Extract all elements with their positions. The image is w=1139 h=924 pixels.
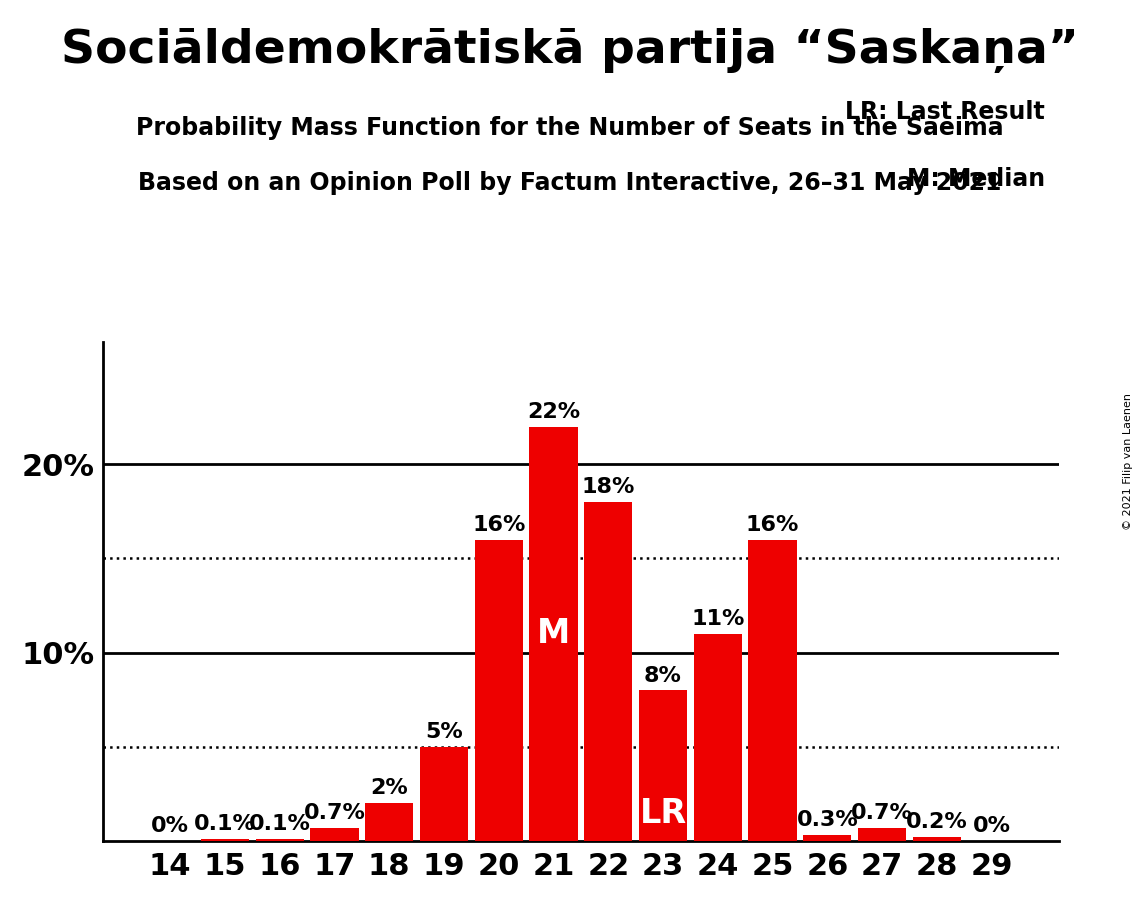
Text: 0%: 0% xyxy=(973,816,1010,836)
Text: 11%: 11% xyxy=(691,609,745,629)
Text: 0.2%: 0.2% xyxy=(906,812,968,833)
Bar xyxy=(858,828,907,841)
Text: M: Median: M: Median xyxy=(907,167,1044,191)
Bar xyxy=(912,837,961,841)
Text: 0.1%: 0.1% xyxy=(194,814,256,834)
Text: 16%: 16% xyxy=(746,515,800,535)
Bar xyxy=(694,634,741,841)
Bar xyxy=(639,690,687,841)
Text: 16%: 16% xyxy=(472,515,525,535)
Text: M: M xyxy=(536,617,571,650)
Text: Based on an Opinion Poll by Factum Interactive, 26–31 May 2021: Based on an Opinion Poll by Factum Inter… xyxy=(138,171,1001,195)
Text: 8%: 8% xyxy=(645,665,682,686)
Bar xyxy=(584,502,632,841)
Text: 5%: 5% xyxy=(425,722,462,742)
Text: Probability Mass Function for the Number of Seats in the Saeima: Probability Mass Function for the Number… xyxy=(136,116,1003,140)
Bar xyxy=(420,747,468,841)
Text: © 2021 Filip van Laenen: © 2021 Filip van Laenen xyxy=(1123,394,1133,530)
Bar xyxy=(255,839,304,841)
Text: LR: Last Result: LR: Last Result xyxy=(845,100,1044,124)
Bar xyxy=(475,540,523,841)
Text: 0.7%: 0.7% xyxy=(851,803,913,823)
Text: 0.1%: 0.1% xyxy=(248,814,311,834)
Text: 22%: 22% xyxy=(527,402,580,422)
Bar xyxy=(530,427,577,841)
Bar xyxy=(200,839,249,841)
Text: 0.3%: 0.3% xyxy=(796,810,859,831)
Text: LR: LR xyxy=(639,797,687,831)
Bar xyxy=(748,540,796,841)
Bar xyxy=(366,803,413,841)
Text: 0%: 0% xyxy=(151,816,189,836)
Text: 2%: 2% xyxy=(370,779,408,798)
Bar xyxy=(803,835,852,841)
Bar xyxy=(310,828,359,841)
Text: Sociāldemokrātiskā partija “Saskaņa”: Sociāldemokrātiskā partija “Saskaņa” xyxy=(60,28,1079,73)
Text: 0.7%: 0.7% xyxy=(303,803,366,823)
Text: 18%: 18% xyxy=(582,477,634,497)
